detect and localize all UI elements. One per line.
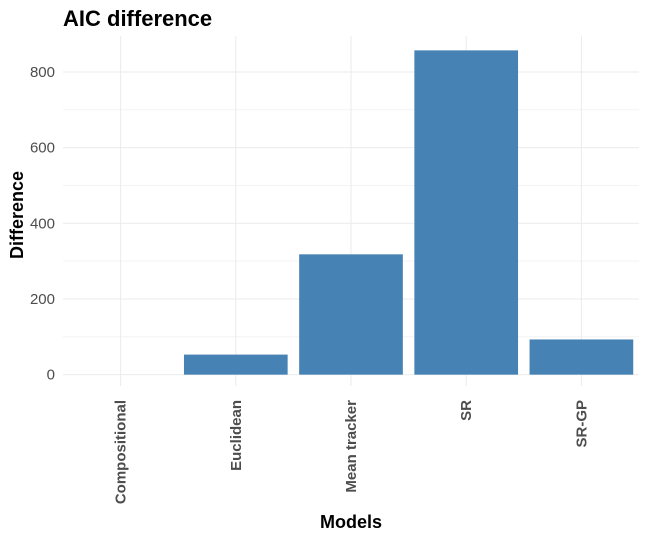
x-tick-label: SR-GP <box>573 400 590 448</box>
x-tick-label: Compositional <box>113 400 130 504</box>
bar-sr <box>414 50 519 375</box>
y-axis-ticks: 0 200 400 600 800 <box>30 64 55 384</box>
y-tick-label: 400 <box>30 215 55 232</box>
x-axis-ticks: Compositional Euclidean Mean tracker SR SR-G… <box>113 400 591 504</box>
bars <box>183 50 634 375</box>
x-axis-title: Models <box>320 512 382 532</box>
x-tick-label: SR <box>458 400 475 421</box>
chart-title: AIC difference <box>63 6 212 31</box>
bar-sr-gp <box>529 339 634 375</box>
y-tick-label: 200 <box>30 291 55 308</box>
bar-mean-tracker <box>299 254 403 375</box>
bar-euclidean <box>183 354 288 375</box>
x-tick-label: Mean tracker <box>343 400 360 493</box>
y-tick-label: 0 <box>47 367 55 384</box>
y-tick-label: 800 <box>30 64 55 81</box>
y-tick-label: 600 <box>30 140 55 157</box>
y-axis-title: Difference <box>7 171 27 259</box>
x-tick-label: Euclidean <box>228 400 245 471</box>
